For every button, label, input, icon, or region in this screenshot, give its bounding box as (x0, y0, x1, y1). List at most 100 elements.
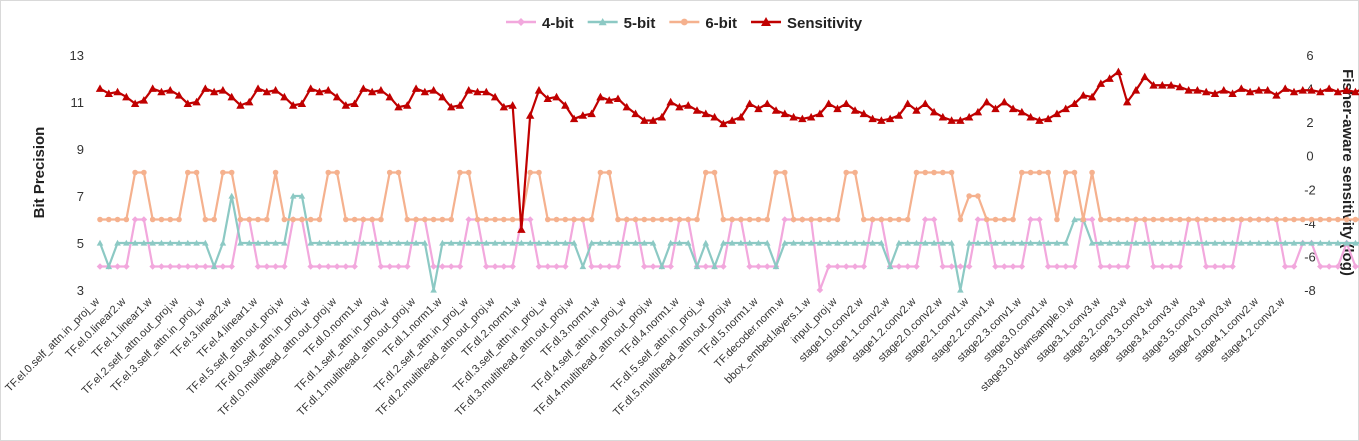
data-point (1299, 239, 1307, 246)
data-point (446, 102, 456, 111)
data-point (702, 169, 709, 176)
data-point (746, 263, 753, 270)
data-point (1054, 216, 1060, 223)
data-point (666, 97, 675, 106)
data-point (544, 216, 551, 223)
data-point (983, 239, 991, 246)
data-point (403, 101, 412, 109)
data-point (413, 216, 419, 223)
data-point (1167, 239, 1175, 246)
data-point (158, 239, 165, 246)
data-point (333, 239, 341, 246)
data-point (1176, 239, 1184, 246)
data-point (376, 86, 386, 94)
data-point (131, 216, 139, 223)
data-point (1307, 86, 1316, 94)
data-point (562, 263, 569, 270)
data-point (815, 109, 825, 118)
data-point (878, 239, 885, 246)
data-point (1212, 216, 1218, 223)
data-point (1263, 86, 1272, 94)
data-point (281, 263, 288, 270)
data-point (1089, 169, 1095, 176)
data-point (140, 216, 148, 223)
data-point (1053, 263, 1061, 270)
data-point (1185, 216, 1192, 223)
data-point (219, 239, 227, 246)
data-point (360, 216, 367, 223)
data-point (1010, 216, 1016, 223)
data-point (288, 101, 298, 109)
data-point (605, 239, 613, 246)
data-point (1124, 216, 1130, 223)
data-point (597, 169, 604, 176)
data-point (861, 216, 867, 223)
data-point (97, 216, 103, 223)
data-point (834, 239, 841, 246)
data-point (570, 239, 578, 246)
data-point (1115, 263, 1122, 270)
data-point (228, 192, 235, 199)
data-point (526, 239, 534, 246)
data-point (657, 112, 667, 121)
data-point (438, 92, 447, 101)
data-point (1317, 216, 1324, 223)
data-point (430, 263, 437, 270)
data-point (1035, 116, 1044, 124)
data-point (1062, 263, 1070, 270)
data-point (325, 169, 332, 176)
data-point (1211, 239, 1219, 246)
data-point (272, 169, 279, 176)
data-point (641, 216, 648, 223)
data-point (773, 169, 779, 176)
data-point (211, 216, 217, 223)
data-point (465, 239, 473, 246)
data-point (729, 216, 735, 223)
data-point (166, 239, 174, 246)
data-point (702, 239, 710, 246)
data-point (571, 216, 577, 223)
data-point (694, 216, 700, 223)
data-point (245, 97, 254, 106)
data-point (1219, 86, 1228, 94)
data-point (482, 263, 490, 270)
data-point (780, 109, 789, 118)
data-point (1000, 97, 1009, 106)
data-point (1220, 239, 1228, 246)
data-point (711, 169, 718, 176)
data-point (930, 239, 938, 246)
data-point (377, 263, 385, 270)
data-point (342, 263, 350, 270)
series-line (100, 171, 1359, 221)
data-point (833, 104, 842, 113)
data-point (1238, 216, 1245, 223)
data-point (264, 216, 270, 223)
data-point (720, 239, 727, 246)
data-point (500, 263, 508, 270)
data-point (982, 97, 991, 106)
data-point (1264, 216, 1271, 223)
data-point (113, 87, 122, 96)
data-point (491, 263, 499, 270)
data-point (675, 102, 684, 111)
data-point (1044, 239, 1052, 246)
data-point (490, 92, 500, 101)
data-point (1009, 239, 1017, 246)
data-point (763, 263, 771, 270)
data-point (474, 216, 481, 223)
data-point (896, 216, 902, 223)
data-point (1027, 239, 1034, 246)
data-point (411, 84, 421, 92)
data-point (1140, 72, 1149, 81)
data-point (1334, 263, 1342, 270)
data-point (588, 216, 595, 223)
data-point (940, 169, 946, 176)
data-point (895, 263, 903, 270)
legend-marker (598, 18, 607, 26)
data-point (667, 263, 674, 270)
data-point (378, 216, 384, 223)
data-point (306, 84, 315, 92)
data-point (676, 239, 683, 246)
y2-tick-label: 2 (1306, 115, 1313, 130)
data-point (1194, 216, 1201, 223)
